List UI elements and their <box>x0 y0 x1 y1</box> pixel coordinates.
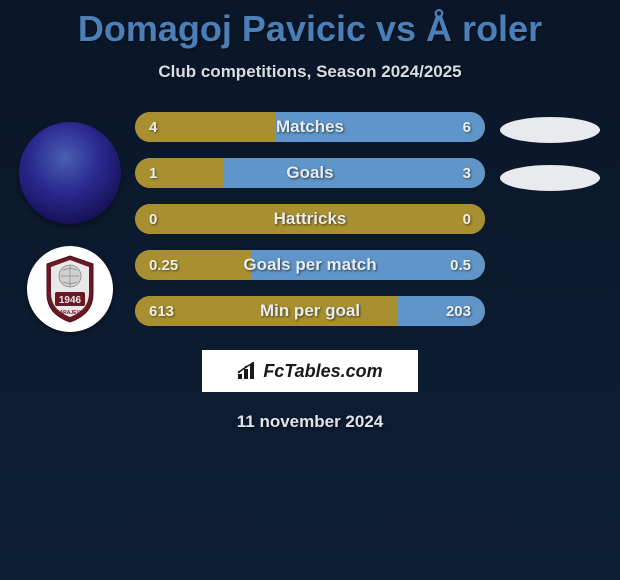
comparison-title: Domagoj Pavicic vs Å roler <box>0 8 620 50</box>
stat-value-left: 0 <box>149 211 157 228</box>
stat-row: 0.25 0.5 Goals per match <box>135 250 485 280</box>
stat-label: Hattricks <box>274 209 347 229</box>
club-crest-icon: 1946 SARAJEVO <box>41 254 99 324</box>
ellipse-bottom <box>500 165 600 191</box>
stat-label: Goals <box>286 163 333 183</box>
stat-label: Min per goal <box>260 301 360 321</box>
stat-value-left: 4 <box>149 119 157 136</box>
stat-row: 4 6 Matches <box>135 112 485 142</box>
right-ellipses-column <box>490 112 610 191</box>
stat-value-right: 0 <box>463 211 471 228</box>
stats-column: 4 6 Matches 1 3 Goals 0 0 Hattricks 0.25 0.5 Goals … <box>130 112 490 326</box>
stat-value-right: 6 <box>463 119 471 136</box>
fctables-logo: FcTables.com <box>202 350 418 392</box>
stat-row: 613 203 Min per goal <box>135 296 485 326</box>
comparison-date: 11 november 2024 <box>0 412 620 432</box>
ellipse-top <box>500 117 600 143</box>
main-area: 1946 SARAJEVO 4 6 Matches 1 3 Goals 0 0 Hattrick… <box>0 112 620 332</box>
stat-bar-right <box>223 158 486 188</box>
stat-value-left: 0.25 <box>149 257 178 274</box>
svg-text:SARAJEVO: SARAJEVO <box>56 310 84 316</box>
stat-row: 0 0 Hattricks <box>135 204 485 234</box>
player2-crest: 1946 SARAJEVO <box>27 246 113 332</box>
svg-text:1946: 1946 <box>59 295 82 306</box>
stat-value-right: 203 <box>446 303 471 320</box>
stat-label: Goals per match <box>243 255 376 275</box>
bars-icon <box>237 362 259 380</box>
stat-value-left: 1 <box>149 165 157 182</box>
left-avatars-column: 1946 SARAJEVO <box>10 112 130 332</box>
logo-text: FcTables.com <box>263 361 382 382</box>
stat-value-right: 3 <box>463 165 471 182</box>
comparison-subtitle: Club competitions, Season 2024/2025 <box>0 62 620 82</box>
player1-avatar <box>19 122 121 224</box>
stat-value-right: 0.5 <box>450 257 471 274</box>
stat-bar-right <box>398 296 486 326</box>
stat-label: Matches <box>276 117 344 137</box>
stat-value-left: 613 <box>149 303 174 320</box>
stat-row: 1 3 Goals <box>135 158 485 188</box>
